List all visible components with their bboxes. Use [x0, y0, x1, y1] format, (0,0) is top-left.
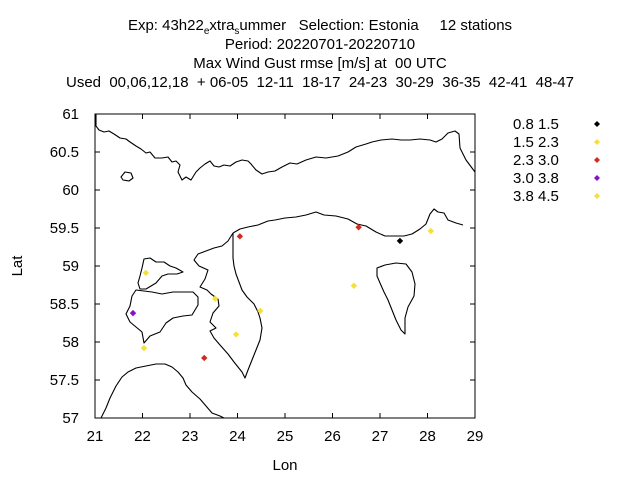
x-tick-label: 24 — [229, 428, 246, 445]
x-axis-label: Lon — [272, 457, 297, 474]
legend-marker — [594, 175, 600, 181]
coastline-map — [95, 114, 476, 419]
station-point — [350, 282, 358, 289]
station-point — [201, 354, 208, 362]
y-tick-label: 58 — [62, 334, 79, 351]
x-tick-label: 28 — [419, 428, 436, 445]
y-tick-label: 61 — [62, 106, 79, 123]
station-point — [232, 331, 240, 338]
coastline-path — [137, 257, 184, 290]
coastline-path — [125, 289, 199, 344]
x-tick-label: 27 — [372, 428, 389, 445]
title-text: ummer Selection: Estonia 12 stations — [239, 17, 513, 34]
legend-marker — [594, 139, 600, 145]
coastline-path — [232, 208, 464, 237]
y-tick-label: 57.5 — [50, 372, 79, 389]
station-point — [257, 307, 264, 315]
y-axis-label: Lat — [9, 255, 26, 277]
coastline-path — [232, 233, 259, 313]
y-tick-label: 60 — [62, 182, 79, 199]
x-tick-label: 26 — [324, 428, 341, 445]
title-line: Exp: 43h22extrasummer Selection: Estonia… — [0, 17, 640, 37]
y-tick-label: 59.5 — [50, 220, 79, 237]
legend-marker — [594, 193, 600, 199]
station-point — [396, 237, 404, 245]
coastline-path — [376, 262, 416, 335]
station-point — [129, 309, 137, 317]
station-point — [355, 224, 362, 231]
x-tick-label: 23 — [182, 428, 199, 445]
title-line: Max Wind Gust rmse [m/s] at 00 UTC — [193, 55, 447, 72]
legend-marker — [594, 121, 600, 127]
x-tick-label: 25 — [277, 428, 294, 445]
station-point — [236, 233, 244, 240]
title-subscript: e — [203, 26, 210, 37]
plot-border — [94, 113, 476, 419]
title-text: xtra — [209, 17, 235, 34]
legend-marker — [594, 157, 600, 163]
legend: 0.8 1.51.5 2.32.3 3.03.0 3.83.8 4.5 — [513, 116, 600, 205]
coastline-path — [120, 171, 134, 182]
title-subscript: s — [234, 26, 240, 37]
station-points — [129, 224, 435, 362]
title-line: Used 00,06,12,18 + 06-05 12-11 18-17 24-… — [65, 74, 574, 91]
legend-label: 2.3 3.0 — [513, 152, 559, 169]
y-tick-label: 57 — [62, 410, 79, 427]
x-tick-label: 29 — [467, 428, 484, 445]
legend-label: 0.8 1.5 — [513, 116, 559, 133]
legend-label: 3.0 3.8 — [513, 170, 559, 187]
station-point — [142, 269, 150, 277]
title-line: Period: 20220701-20220710 — [224, 36, 416, 53]
title-text: Exp: 43h22 — [127, 17, 204, 34]
legend-label: 1.5 2.3 — [513, 134, 559, 151]
legend-label: 3.8 4.5 — [513, 188, 559, 205]
coastline-path — [95, 114, 476, 181]
station-point — [427, 227, 435, 235]
x-tick-label: 22 — [134, 428, 151, 445]
y-tick-label: 60.5 — [50, 144, 79, 161]
station-point — [140, 344, 148, 352]
plot-frame — [94, 113, 476, 419]
station-point — [211, 295, 219, 302]
coastline-path — [193, 232, 263, 379]
axis-ticks: 21 22 23 24 25 26 27 28 29 57 57.5 58 58.5 59 59.5 60 60… — [50, 106, 484, 445]
y-tick-label: 59 — [62, 258, 79, 275]
x-tick-label: 21 — [87, 428, 104, 445]
y-tick-label: 58.5 — [50, 296, 79, 313]
coastline-path — [100, 363, 225, 419]
